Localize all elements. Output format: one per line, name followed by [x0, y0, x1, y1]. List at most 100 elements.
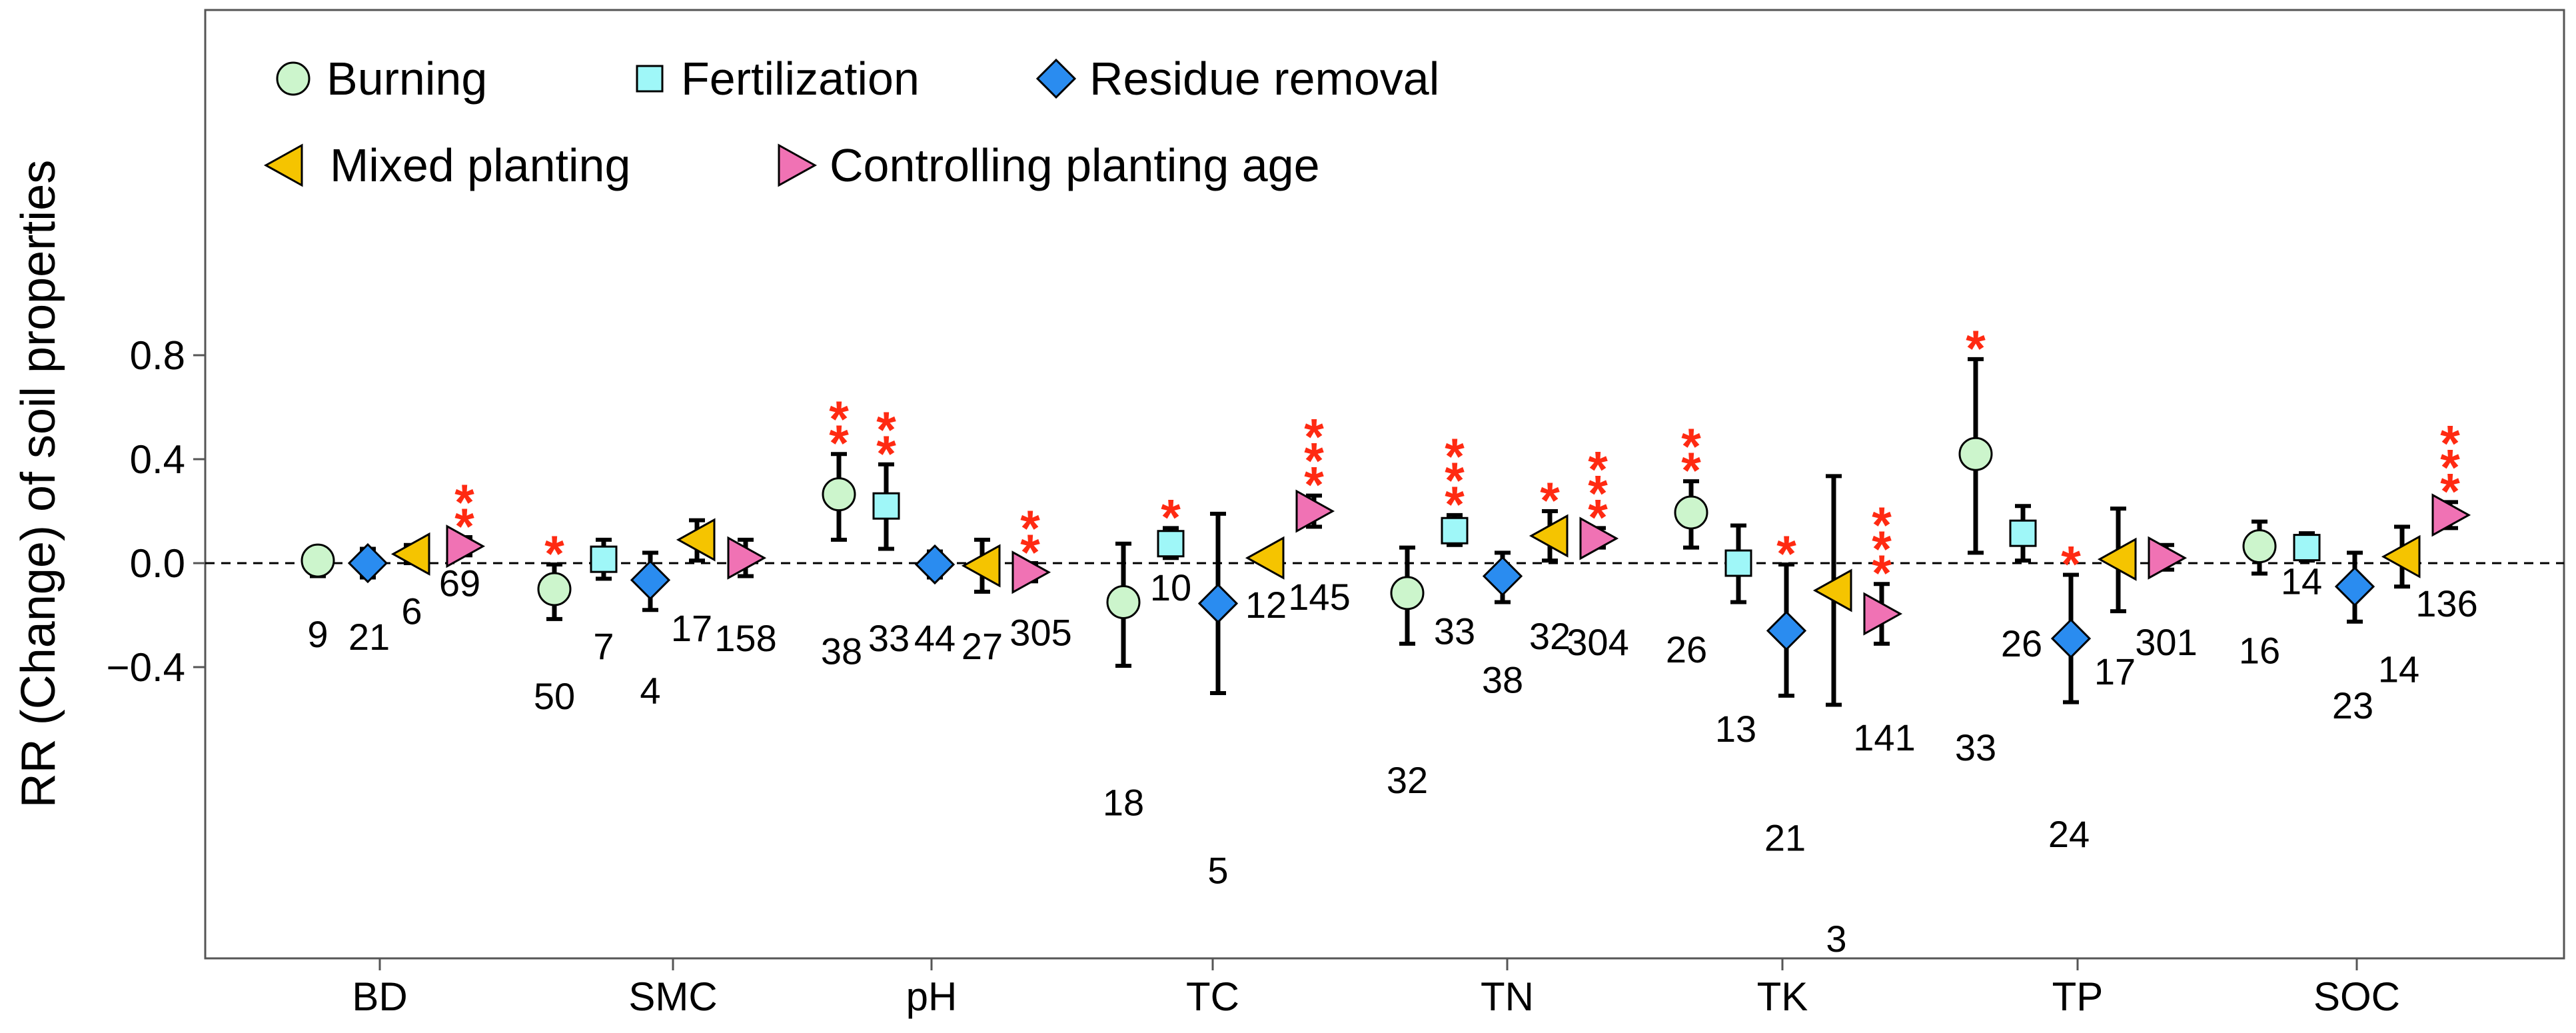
x-axis-ticks: BD SMC pH TC TN TK TP SOC [352, 958, 2400, 1019]
residue-removal-marker [1482, 556, 1523, 596]
point-tc-burning: 18 [1103, 541, 1144, 824]
residue-removal-marker [347, 542, 388, 584]
sample-size-label: 17 [2094, 650, 2136, 692]
controlling-planting-age-legend-icon [778, 143, 818, 187]
legend-label: Residue removal [1089, 53, 1439, 105]
x-tick-label-bd: BD [352, 974, 407, 1019]
sample-size-label: 3 [1826, 918, 1846, 960]
plot-frame [204, 9, 2565, 960]
x-tick-label-tn: TN [1481, 974, 1534, 1019]
legend-label: Controlling planting age [830, 139, 1320, 191]
legend-item-mixed-planting: Mixed planting [263, 139, 630, 191]
point-tk-fertilization: 13 [1715, 523, 1756, 750]
mixed-planting-marker [1812, 568, 1852, 612]
controlling-planting-age-marker [1011, 550, 1051, 594]
point-tc-fertilization: 10 * [1150, 489, 1191, 608]
residue-removal-marker [1766, 610, 1807, 651]
sample-size-label: 9 [307, 613, 328, 655]
residue-removal-marker [914, 544, 956, 585]
point-ph-burning: 38 ** [821, 391, 862, 672]
sample-size-label: 24 [2048, 813, 2090, 855]
significance-label: *** [1588, 441, 1608, 546]
controlling-planting-age-marker [727, 536, 767, 580]
sample-size-label: 33 [868, 617, 910, 659]
point-tn-mixed-planting: 32 * [1529, 473, 1571, 657]
point-tc-mixed-planting: 12 [1245, 536, 1287, 626]
burning-marker [2242, 529, 2277, 564]
residue-removal-marker [2334, 566, 2375, 607]
point-bd-residue-removal: 21 [347, 542, 390, 658]
point-ph-mixed-planting: 27 [962, 537, 1003, 667]
sample-size-label: 32 [1529, 615, 1571, 657]
sample-size-label: 27 [962, 625, 1003, 667]
significance-label: ** [876, 402, 896, 483]
sample-size-label: 26 [2001, 622, 2042, 664]
legend-item-controlling-planting-age: Controlling planting age [778, 139, 1320, 191]
point-tn-residue-removal: 38 [1482, 550, 1523, 701]
y-axis-ticks: −0.4 0.0 0.4 0.8 [107, 333, 205, 690]
point-smc-fertilization: 7 [590, 537, 618, 667]
point-soc-residue-removal: 23 [2332, 550, 2375, 726]
sample-size-label: 44 [914, 617, 956, 659]
sample-size-label: 12 [1245, 584, 1287, 626]
point-tk-burning: 26 ** [1666, 419, 1708, 670]
sample-size-label: 301 [2135, 621, 2197, 663]
sample-size-label: 145 [1288, 576, 1350, 618]
residue-removal-marker [1197, 583, 1239, 624]
y-tick-label: −0.4 [107, 645, 185, 690]
sample-size-label: 304 [1567, 621, 1628, 663]
legend-label: Mixed planting [330, 139, 630, 191]
point-tc-residue-removal: 5 [1197, 511, 1239, 891]
sample-size-label: 38 [821, 630, 862, 672]
point-bd-controlling-planting-age: 69 ** [439, 475, 486, 604]
legend-item-fertilization: Fertilization [636, 53, 920, 105]
point-tk-controlling-planting-age: 141 *** [1853, 497, 1915, 758]
fertilization-marker [1724, 549, 1752, 577]
x-tick-label-tp: TP [2052, 974, 2104, 1019]
burning-legend-icon [276, 61, 311, 96]
sample-size-label: 16 [2239, 630, 2280, 672]
sample-size-label: 21 [348, 616, 390, 658]
sample-size-label: 141 [1853, 716, 1915, 758]
mixed-planting-marker [1245, 536, 1285, 580]
significance-label: * [1776, 526, 1796, 582]
significance-label: ** [1681, 419, 1701, 499]
controlling-planting-age-marker [1863, 592, 1903, 636]
y-tick-label: 0.0 [130, 541, 185, 586]
point-smc-residue-removal: 4 [630, 550, 671, 711]
controlling-planting-age-marker [446, 524, 486, 568]
significance-label: * [2061, 536, 2081, 593]
sample-size-label: 33 [1955, 726, 1996, 768]
sample-size-label: 136 [2415, 582, 2477, 624]
sample-size-label: 4 [640, 669, 660, 711]
sample-size-label: 14 [2281, 560, 2322, 602]
significance-label: ** [829, 391, 849, 472]
legend-label: Burning [326, 53, 487, 105]
fertilization-marker [1157, 530, 1185, 558]
significance-label: *** [1872, 497, 1892, 602]
point-tp-residue-removal: 24 * [2048, 536, 2092, 855]
point-smc-burning: 50 * [534, 526, 575, 717]
sample-size-label: 23 [2332, 684, 2373, 726]
sample-size-label: 21 [1764, 816, 1806, 858]
point-tp-burning: 33 * [1955, 321, 1996, 768]
point-tk-mixed-planting: 3 [1812, 474, 1852, 960]
sample-size-label: 6 [401, 590, 422, 632]
sample-size-label: 158 [714, 617, 776, 659]
legend-item-burning: Burning [276, 53, 487, 105]
fertilization-legend-icon [636, 65, 664, 93]
point-tk-residue-removal: 21 * [1764, 526, 1807, 858]
point-smc-mixed-planting: 17 [671, 518, 716, 649]
significance-label: *** [2440, 415, 2460, 520]
sample-size-label: 14 [2378, 648, 2419, 690]
residue-removal-marker [2050, 618, 2092, 659]
fertilization-marker [2009, 519, 2037, 547]
sample-size-label: 7 [593, 625, 614, 667]
point-ph-residue-removal: 44 [914, 544, 956, 659]
residue-removal-marker [630, 560, 671, 600]
burning-marker [822, 477, 856, 512]
legend: Burning Fertilization Residue removal Mixed… [263, 53, 1439, 191]
significance-label: * [1966, 321, 1986, 377]
burning-marker [1958, 437, 1993, 471]
significance-label: ** [454, 475, 474, 555]
